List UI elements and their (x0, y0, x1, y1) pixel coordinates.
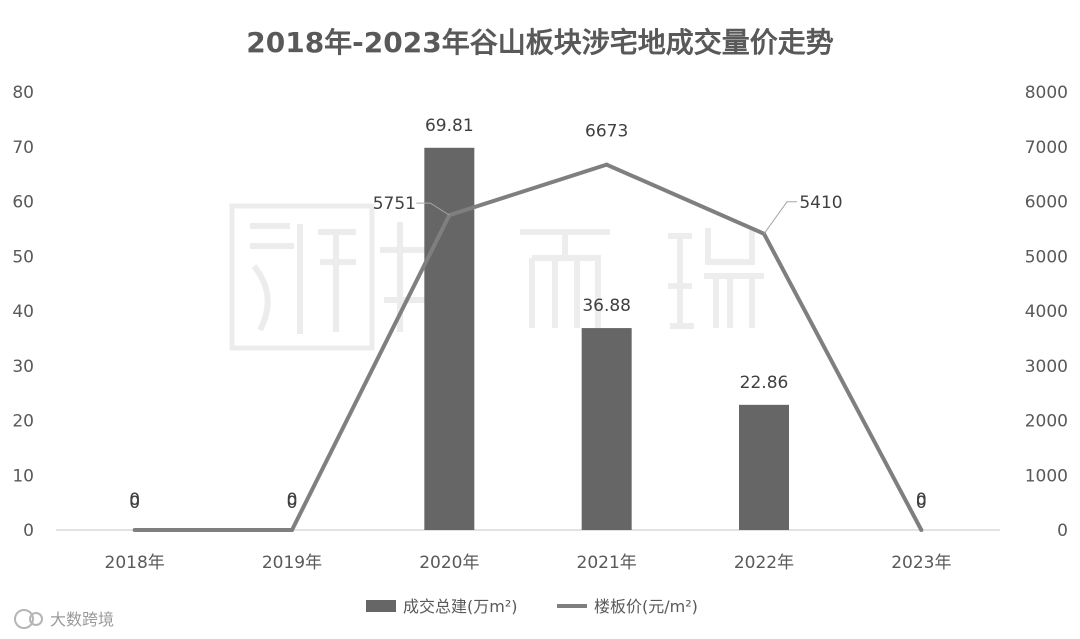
bar (424, 147, 475, 530)
axes-layer: 0 10 20 30 40 50 60 70 80 0 1000 2000 3000 4000 5000 60… (12, 83, 1068, 573)
brand-logo-icon (14, 609, 34, 629)
y-right-tick-label: 6000 (1025, 193, 1068, 213)
line-layer (132, 162, 924, 532)
bar (581, 328, 632, 530)
y-left-tick-label: 0 (23, 521, 34, 541)
label-leader-line (763, 201, 797, 235)
x-tick-label: 2021年 (577, 553, 637, 573)
y-right-tick-label: 3000 (1025, 357, 1068, 377)
series-line (134, 162, 924, 532)
line-data-label: 0 (287, 490, 298, 510)
y-left-tick-label: 20 (12, 412, 34, 432)
legend-label-bar: 成交总建(万m²) (403, 597, 518, 616)
line-data-label: 5751 (373, 194, 416, 214)
bar-data-label: 36.88 (582, 296, 631, 316)
line-data-label: 0 (129, 490, 140, 510)
chart-title: 2018年-2023年谷山板块涉宅地成交量价走势 (246, 26, 833, 59)
line-point (919, 528, 924, 532)
line-point (132, 528, 137, 532)
label-leader-line (416, 202, 450, 216)
line-data-label: 0 (916, 490, 927, 510)
bar-data-label: 22.86 (740, 373, 789, 393)
line-point (604, 162, 609, 167)
x-tick-label: 2019年 (262, 553, 322, 573)
y-left-tick-label: 80 (12, 83, 34, 103)
y-left-tick-label: 70 (12, 138, 34, 158)
y-left-tick-label: 30 (12, 357, 34, 377)
legend: 成交总建(万m²) 楼板价(元/m²) (366, 597, 698, 616)
bar-data-label: 69.81 (425, 116, 474, 136)
x-tick-label: 2023年 (891, 553, 951, 573)
bar-data-label: 0 (287, 493, 298, 513)
x-tick-label: 2022年 (734, 553, 794, 573)
y-right-tick-label: 1000 (1025, 466, 1068, 486)
y-right-tick-label: 7000 (1025, 138, 1068, 158)
y-right-tick-label: 0 (1057, 521, 1068, 541)
legend-label-line: 楼板价(元/m²) (594, 597, 698, 616)
line-point (290, 528, 294, 532)
legend-swatch-bar (366, 600, 396, 612)
brand-text: 大数跨境 (50, 610, 114, 629)
y-left-tick-label: 10 (12, 466, 34, 486)
watermark-seal (229, 203, 764, 351)
x-tick-label: 2018年 (105, 553, 165, 573)
y-right-tick-label: 2000 (1025, 412, 1068, 432)
bar-data-label: 0 (129, 493, 140, 513)
x-tick-label: 2020年 (419, 553, 479, 573)
y-left-tick-label: 50 (12, 247, 34, 267)
y-right-tick-label: 5000 (1025, 247, 1068, 267)
brand-logo-icon-dot (29, 612, 43, 626)
line-data-label: 6673 (585, 122, 628, 142)
y-left-tick-label: 40 (12, 302, 34, 322)
line-data-label: 5410 (799, 193, 842, 213)
bar-data-label: 0 (916, 493, 927, 513)
brand-watermark: 大数跨境 (14, 609, 114, 629)
y-right-tick-label: 8000 (1025, 83, 1068, 103)
y-right-tick-label: 4000 (1025, 302, 1068, 322)
y-left-tick-label: 60 (12, 193, 34, 213)
bar (739, 404, 789, 530)
